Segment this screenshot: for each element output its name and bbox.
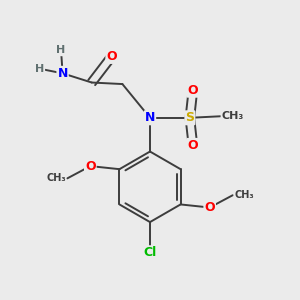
Text: S: S [185, 111, 194, 124]
Text: N: N [145, 111, 155, 124]
Text: H: H [56, 45, 66, 55]
Text: N: N [57, 67, 68, 80]
Text: H: H [35, 64, 44, 74]
Text: CH₃: CH₃ [46, 173, 66, 183]
Text: O: O [204, 201, 215, 214]
Text: CH₃: CH₃ [221, 111, 243, 121]
Text: O: O [188, 139, 198, 152]
Text: O: O [85, 160, 96, 172]
Text: O: O [188, 84, 198, 97]
Text: Cl: Cl [143, 246, 157, 259]
Text: O: O [106, 50, 117, 63]
Text: CH₃: CH₃ [234, 190, 254, 200]
